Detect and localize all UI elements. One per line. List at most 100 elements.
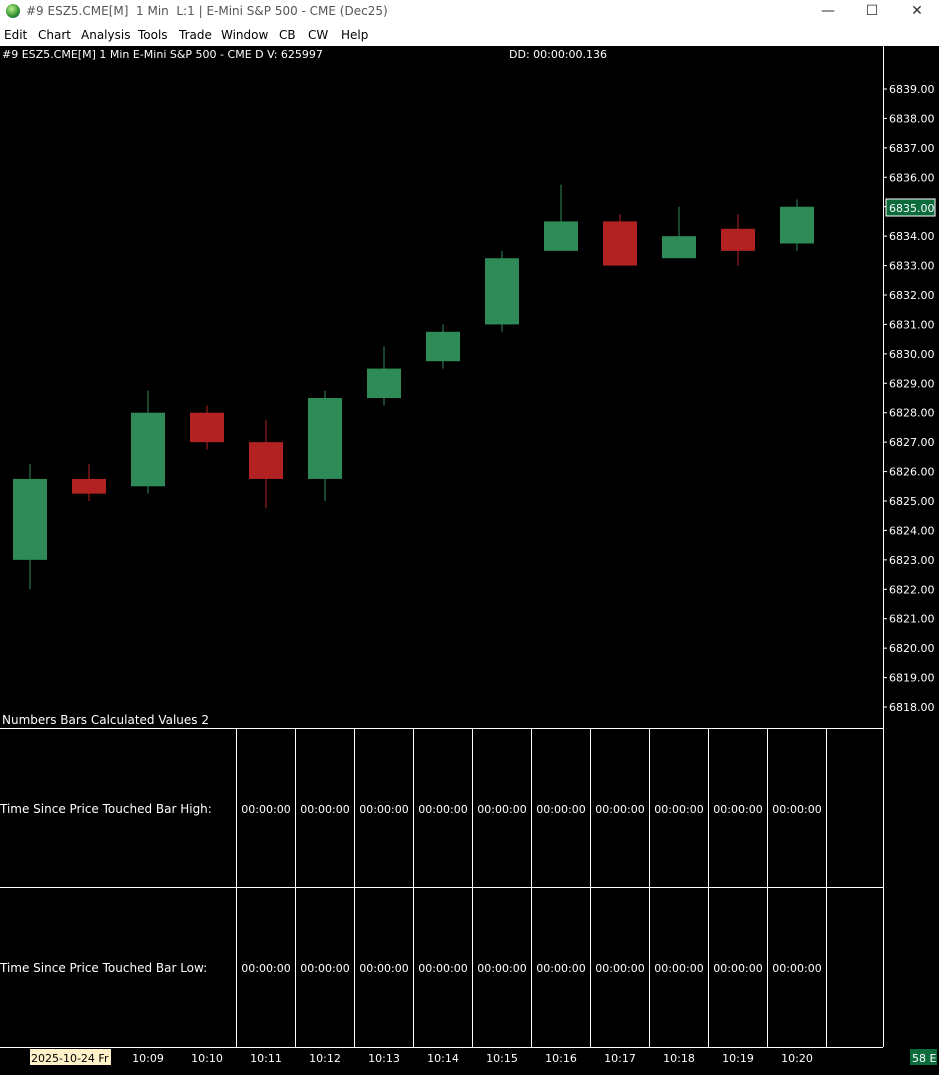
menu-item-chart[interactable]: Chart (38, 28, 71, 42)
chart-header: #9 ESZ5.CME[M] 1 Min E-Mini S&P 500 - CM… (2, 48, 323, 61)
candle-down[interactable] (721, 228, 755, 251)
chart-area[interactable]: #9 ESZ5.CME[M] 1 Min E-Mini S&P 500 - CM… (0, 46, 939, 1071)
study-value: 00:00:00 (536, 962, 585, 975)
study-value: 00:00:00 (241, 803, 290, 816)
x-tick-label: 10:19 (722, 1052, 754, 1065)
y-tick-label: 6839.00 (889, 83, 935, 96)
study-title: Numbers Bars Calculated Values 2 (2, 713, 209, 727)
x-tick-label: 10:17 (604, 1052, 636, 1065)
dd-readout: DD: 00:00:00.136 (509, 48, 607, 61)
candle-up[interactable] (426, 331, 460, 362)
study-value: 00:00:00 (241, 962, 290, 975)
app-globe-icon (6, 4, 20, 18)
study-value: 00:00:00 (477, 962, 526, 975)
study-value: 00:00:00 (359, 962, 408, 975)
menu-item-trade[interactable]: Trade (179, 28, 212, 42)
study-grid (236, 728, 827, 1047)
menu-item-analysis[interactable]: Analysis (81, 28, 131, 42)
menu-bar: Edit Chart Analysis Tools Trade Window C… (0, 24, 939, 46)
y-tick-label: 6837.00 (889, 142, 935, 155)
date-highlight (30, 1049, 111, 1065)
y-tick-label: 6826.00 (889, 466, 935, 479)
y-tick-label: 6838.00 (889, 112, 935, 125)
x-tick-label: 10:16 (545, 1052, 577, 1065)
study-value: 00:00:00 (772, 803, 821, 816)
y-tick-label: 6828.00 (889, 407, 935, 420)
candles (13, 184, 814, 590)
y-tick-label: 6825.00 (889, 495, 935, 508)
x-tick-label: 10:13 (368, 1052, 400, 1065)
study-value: 00:00:00 (418, 803, 467, 816)
y-tick-label: 6819.00 (889, 672, 935, 685)
study-value: 00:00:00 (654, 962, 703, 975)
chart-canvas[interactable]: #9 ESZ5.CME[M] 1 Min E-Mini S&P 500 - CM… (0, 46, 939, 1071)
candle-up[interactable] (367, 368, 401, 398)
y-tick-label: 6820.00 (889, 642, 935, 655)
candle-up[interactable] (780, 206, 814, 244)
candle-up[interactable] (13, 478, 47, 560)
menu-item-edit[interactable]: Edit (4, 28, 28, 42)
study-row-label-low: Time Since Price Touched Bar Low: (0, 961, 207, 975)
current-price-box (885, 198, 936, 217)
menu-item-help[interactable]: Help (341, 28, 369, 42)
y-tick-label: 6827.00 (889, 436, 935, 449)
study-value: 00:00:00 (418, 962, 467, 975)
x-tick-label: 10:12 (309, 1052, 341, 1065)
candle-up[interactable] (485, 258, 519, 325)
candle-down[interactable] (603, 221, 637, 266)
time-axis: 2025-10-24 Fr 10:09 10:10 10:11 10:12 10:13 10… (31, 1052, 813, 1065)
candle-down[interactable] (249, 442, 283, 479)
current-price-label: 6835.00 (889, 202, 935, 215)
study-value: 00:00:00 (477, 803, 526, 816)
study-values: 00:00:00 00:00:00 00:00:00 00:00:00 00:00:00… (241, 803, 821, 975)
y-tick-label: 6830.00 (889, 348, 935, 361)
study-value: 00:00:00 (359, 803, 408, 816)
study-value: 00:00:00 (536, 803, 585, 816)
menu-item-tools[interactable]: Tools (138, 28, 168, 42)
y-tick-label: 6818.00 (889, 701, 935, 714)
study-value: 00:00:00 (772, 962, 821, 975)
close-button[interactable]: ✕ (911, 3, 923, 19)
window-title: #9 ESZ5.CME[M] 1 Min L:1 | E-Mini S&P 50… (26, 4, 388, 18)
corner-badge-bg (910, 1049, 937, 1065)
study-value: 00:00:00 (595, 962, 644, 975)
candle-up[interactable] (662, 236, 696, 259)
x-tick-label: 10:09 (132, 1052, 164, 1065)
x-tick-label: 10:15 (486, 1052, 518, 1065)
menu-item-cw[interactable]: CW (308, 28, 329, 42)
menu-item-cb[interactable]: CB (279, 28, 296, 42)
x-tick-label: 10:20 (781, 1052, 813, 1065)
x-tick-label: 10:11 (250, 1052, 282, 1065)
candle-down[interactable] (190, 412, 224, 443)
study-row-label-high: Time Since Price Touched Bar High: (0, 802, 212, 816)
study-value: 00:00:00 (654, 803, 703, 816)
x-tick-label: 10:14 (427, 1052, 459, 1065)
study-value: 00:00:00 (713, 962, 762, 975)
y-tick-label: 6836.00 (889, 171, 935, 184)
price-axis: 6839.00 6838.00 6837.00 6836.00 6834.00 6833.… (883, 83, 935, 714)
y-tick-label: 6831.00 (889, 318, 935, 331)
title-bar: #9 ESZ5.CME[M] 1 Min L:1 | E-Mini S&P 50… (0, 0, 939, 24)
corner-badge: 58 E (912, 1052, 936, 1065)
y-tick-label: 6833.00 (889, 260, 935, 273)
study-value: 00:00:00 (300, 962, 349, 975)
menu-item-window[interactable]: Window (221, 28, 269, 42)
study-value: 00:00:00 (300, 803, 349, 816)
minimize-button[interactable]: — (821, 3, 835, 19)
study-value: 00:00:00 (595, 803, 644, 816)
x-tick-label: 10:10 (191, 1052, 223, 1065)
y-tick-label: 6822.00 (889, 583, 935, 596)
candle-up[interactable] (544, 221, 578, 251)
date-label: 2025-10-24 Fr (31, 1052, 109, 1065)
candle-up[interactable] (308, 398, 342, 479)
y-tick-label: 6832.00 (889, 289, 935, 302)
y-tick-label: 6834.00 (889, 230, 935, 243)
candle-down[interactable] (72, 478, 106, 494)
study-value: 00:00:00 (713, 803, 762, 816)
y-tick-label: 6823.00 (889, 554, 935, 567)
x-tick-label: 10:18 (663, 1052, 695, 1065)
maximize-button[interactable]: ☐ (865, 3, 879, 19)
y-tick-label: 6824.00 (889, 524, 935, 537)
y-tick-label: 6829.00 (889, 377, 935, 390)
candle-up[interactable] (131, 412, 165, 487)
